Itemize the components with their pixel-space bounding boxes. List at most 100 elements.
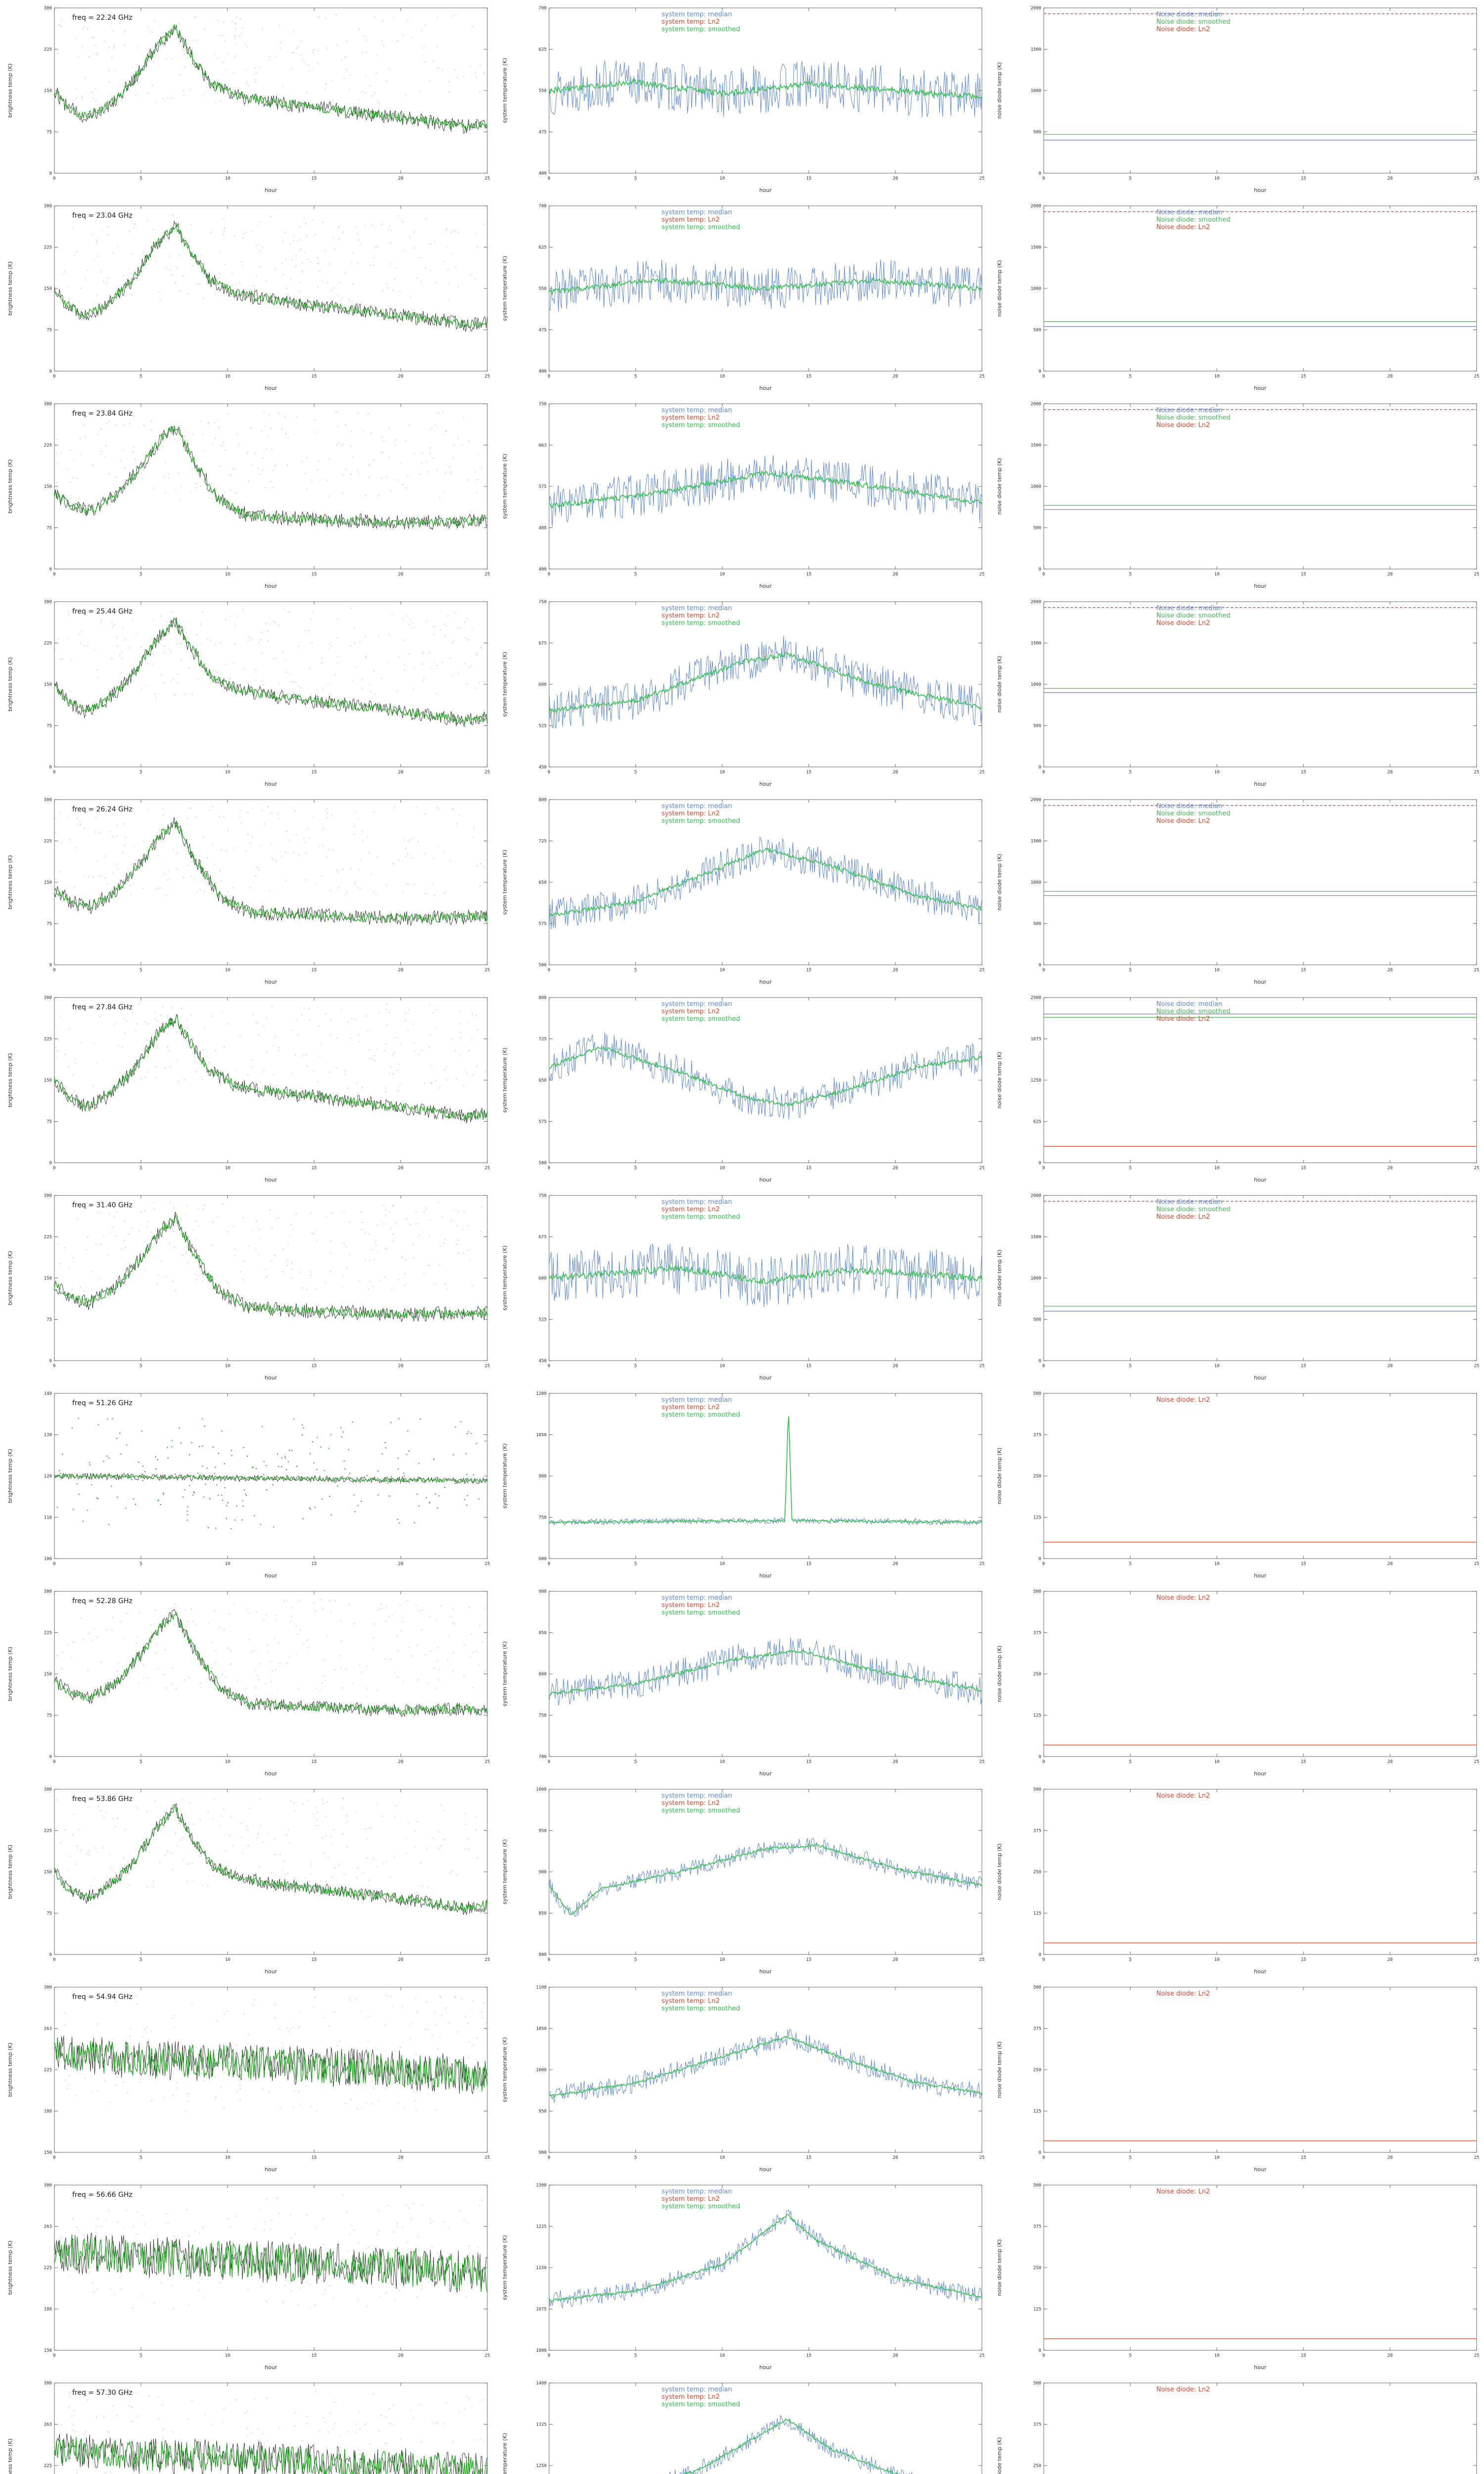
- sample-dots-dot: [160, 300, 161, 302]
- outlier-dots-green-dot: [202, 1445, 203, 1447]
- sample-dots-dot: [411, 2219, 413, 2221]
- sample-dots-dot: [230, 1816, 232, 1818]
- sample-dots-dot: [177, 2088, 178, 2089]
- sample-dots-dot: [220, 1085, 221, 1086]
- x-tick-label: 20: [398, 1957, 404, 1962]
- sample-dots-dot: [356, 2108, 358, 2110]
- sample-dots-dot: [202, 1280, 203, 1282]
- sample-dots-dot: [403, 2226, 404, 2228]
- outlier-dots-black-dot: [236, 1505, 237, 1507]
- sample-dots-dot: [96, 860, 98, 861]
- sample-dots-dot: [128, 1234, 130, 1235]
- system-temp-panel: 0 5 10 15 20 25 700 750 800 850 900 system temp: me…: [495, 1583, 989, 1781]
- x-tick-label: 20: [893, 1562, 898, 1567]
- sample-dots-dot: [386, 885, 388, 886]
- sample-dots-dot: [290, 1616, 292, 1618]
- sample-dots-dot: [263, 2089, 264, 2090]
- sample-dots-dot: [88, 55, 90, 57]
- sample-dots-dot: [291, 1607, 293, 1608]
- sample-dots-dot: [400, 2438, 401, 2440]
- legend-entry: system temp: Ln2: [662, 810, 720, 817]
- y-tick-label: 0: [49, 1952, 52, 1957]
- y-axis-label: brightness temp (K): [7, 1449, 13, 1503]
- sample-dots-dot: [271, 1006, 273, 1007]
- sky-brightness: [54, 2437, 488, 2474]
- sample-dots-dot: [432, 2221, 433, 2222]
- sample-dots-dot: [345, 1668, 347, 1670]
- sample-dots-dot: [158, 1275, 159, 1276]
- plot-frame: [54, 403, 488, 570]
- sample-dots-dot: [60, 1842, 61, 1844]
- sample-dots-dot: [109, 473, 110, 475]
- sample-dots-dot: [192, 39, 194, 41]
- sample-dots-dot: [87, 1670, 89, 1671]
- x-tick-label: 20: [398, 1760, 404, 1764]
- sample-dots-dot: [97, 2065, 98, 2066]
- sample-dots-dot: [252, 1230, 254, 1231]
- sample-dots-dot: [106, 1629, 107, 1630]
- sample-dots-dot: [459, 1023, 460, 1025]
- legend-entry: Noise diode: median: [1157, 1000, 1223, 1008]
- sample-dots-dot: [356, 2431, 357, 2433]
- x-tick-label: 25: [979, 1562, 985, 1567]
- sample-dots-dot: [316, 1240, 318, 1241]
- freq-title: freq = 57.30 GHz: [72, 2389, 133, 2397]
- sample-dots-dot: [315, 1824, 317, 1826]
- sample-dots-dot: [392, 1234, 393, 1236]
- sample-dots-dot: [72, 2265, 73, 2267]
- y-axis-label: brightness temp (K): [7, 2043, 13, 2097]
- sample-dots-dot: [465, 637, 466, 639]
- sample-dots-dot: [402, 2006, 404, 2007]
- sample-dots-dot: [330, 1034, 331, 1036]
- sample-dots-dot: [325, 1013, 327, 1015]
- sample-dots-dot: [283, 608, 284, 610]
- sample-dots-dot: [141, 2295, 143, 2296]
- sample-dots-dot: [444, 1069, 446, 1070]
- sample-dots-dot: [347, 1821, 349, 1823]
- x-tick-label: 20: [398, 1166, 404, 1171]
- sample-dots-dot: [319, 1055, 321, 1057]
- sample-dots-dot: [61, 26, 62, 27]
- sample-dots-dot: [164, 645, 166, 647]
- sample-dots-dot: [366, 1857, 368, 1859]
- sample-dots-dot: [273, 1074, 275, 1076]
- y-tick-label: 0: [49, 765, 52, 770]
- sample-dots-dot: [71, 2415, 73, 2417]
- outlier-dots-black-dot: [144, 1471, 146, 1473]
- sample-dots-dot: [345, 1246, 347, 1247]
- sample-dots-dot: [65, 1053, 66, 1055]
- y-tick-label: 500: [539, 963, 547, 968]
- x-tick-label: 0: [1042, 1562, 1045, 1567]
- sample-dots-dot: [70, 498, 72, 499]
- sample-dots-dot: [265, 1269, 266, 1271]
- sample-dots-dot: [157, 2396, 159, 2398]
- sample-dots-dot: [297, 645, 299, 647]
- sample-dots-dot: [429, 653, 430, 654]
- sample-dots-dot: [310, 1212, 312, 1214]
- sample-dots-dot: [362, 841, 364, 842]
- sample-dots-dot: [122, 1637, 124, 1639]
- x-tick-label: 5: [634, 1562, 637, 1567]
- sample-dots-dot: [438, 1087, 440, 1089]
- x-tick-label: 20: [1388, 572, 1393, 577]
- sample-dots-dot: [455, 1996, 456, 1997]
- sample-dots-dot: [431, 2246, 433, 2248]
- x-tick-label: 25: [485, 1957, 490, 1962]
- sample-dots-dot: [137, 633, 138, 634]
- x-tick-label: 10: [1214, 1760, 1220, 1764]
- sample-dots-dot: [457, 2031, 459, 2033]
- sample-dots-dot: [358, 98, 360, 100]
- sample-dots-dot: [100, 1809, 102, 1811]
- sample-dots-dot: [169, 2039, 171, 2041]
- x-tick-label: 25: [979, 2353, 985, 2358]
- sample-dots-dot: [148, 1071, 149, 1073]
- sample-dots-dot: [391, 230, 392, 231]
- sample-dots-dot: [230, 1650, 232, 1652]
- y-tick-label: 500: [1033, 1318, 1041, 1323]
- y-tick-label: 600: [539, 1276, 547, 1281]
- sample-dots-dot: [415, 1830, 416, 1832]
- sample-dots-dot: [109, 1232, 111, 1234]
- outlier-dots-green-dot: [273, 1526, 275, 1528]
